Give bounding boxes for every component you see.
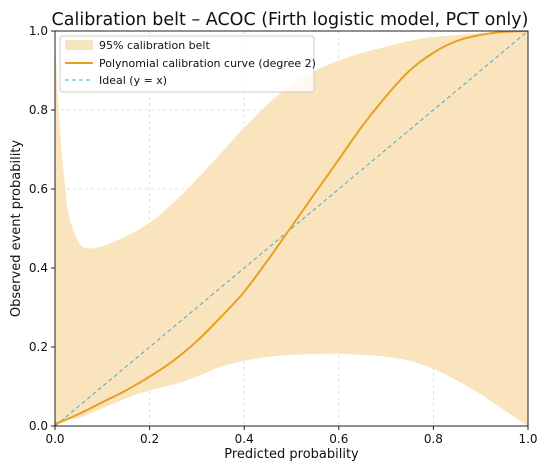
y-axis: 0.0 0.2 0.4 0.6 0.8 1.0 bbox=[29, 24, 55, 433]
legend-label-curve: Polynomial calibration curve (degree 2) bbox=[99, 57, 316, 70]
chart-title: Calibration belt – ACOC (Firth logistic … bbox=[52, 10, 529, 30]
x-axis-label: Predicted probability bbox=[224, 447, 359, 462]
legend-swatch-band bbox=[65, 40, 93, 50]
x-tick-label: 0.6 bbox=[329, 432, 348, 446]
calibration-curve-line bbox=[55, 31, 528, 425]
x-tick-label: 1.0 bbox=[518, 432, 537, 446]
legend-box bbox=[59, 35, 315, 93]
legend-label-ideal: Ideal (y = x) bbox=[99, 74, 167, 87]
y-tick-label: 0.8 bbox=[29, 103, 48, 117]
x-tick-label: 0.0 bbox=[45, 432, 64, 446]
y-axis-label: Observed event probability bbox=[9, 140, 24, 318]
legend-label-band: 95% calibration belt bbox=[99, 39, 210, 52]
y-tick-label: 1.0 bbox=[29, 24, 48, 38]
x-tick-label: 0.2 bbox=[140, 432, 159, 446]
ideal-line bbox=[55, 31, 528, 426]
y-tick-label: 0.6 bbox=[29, 182, 48, 196]
x-tick-label: 0.4 bbox=[235, 432, 254, 446]
y-tick-label: 0.0 bbox=[29, 419, 48, 433]
y-tick-label: 0.4 bbox=[29, 261, 48, 275]
y-tick-label: 0.2 bbox=[29, 340, 48, 354]
x-tick-label: 0.8 bbox=[424, 432, 443, 446]
legend: 95% calibration belt Polynomial calibrat… bbox=[59, 35, 316, 93]
x-axis: 0.0 0.2 0.4 0.6 0.8 1.0 bbox=[45, 426, 538, 446]
plot-frame bbox=[54, 30, 529, 427]
